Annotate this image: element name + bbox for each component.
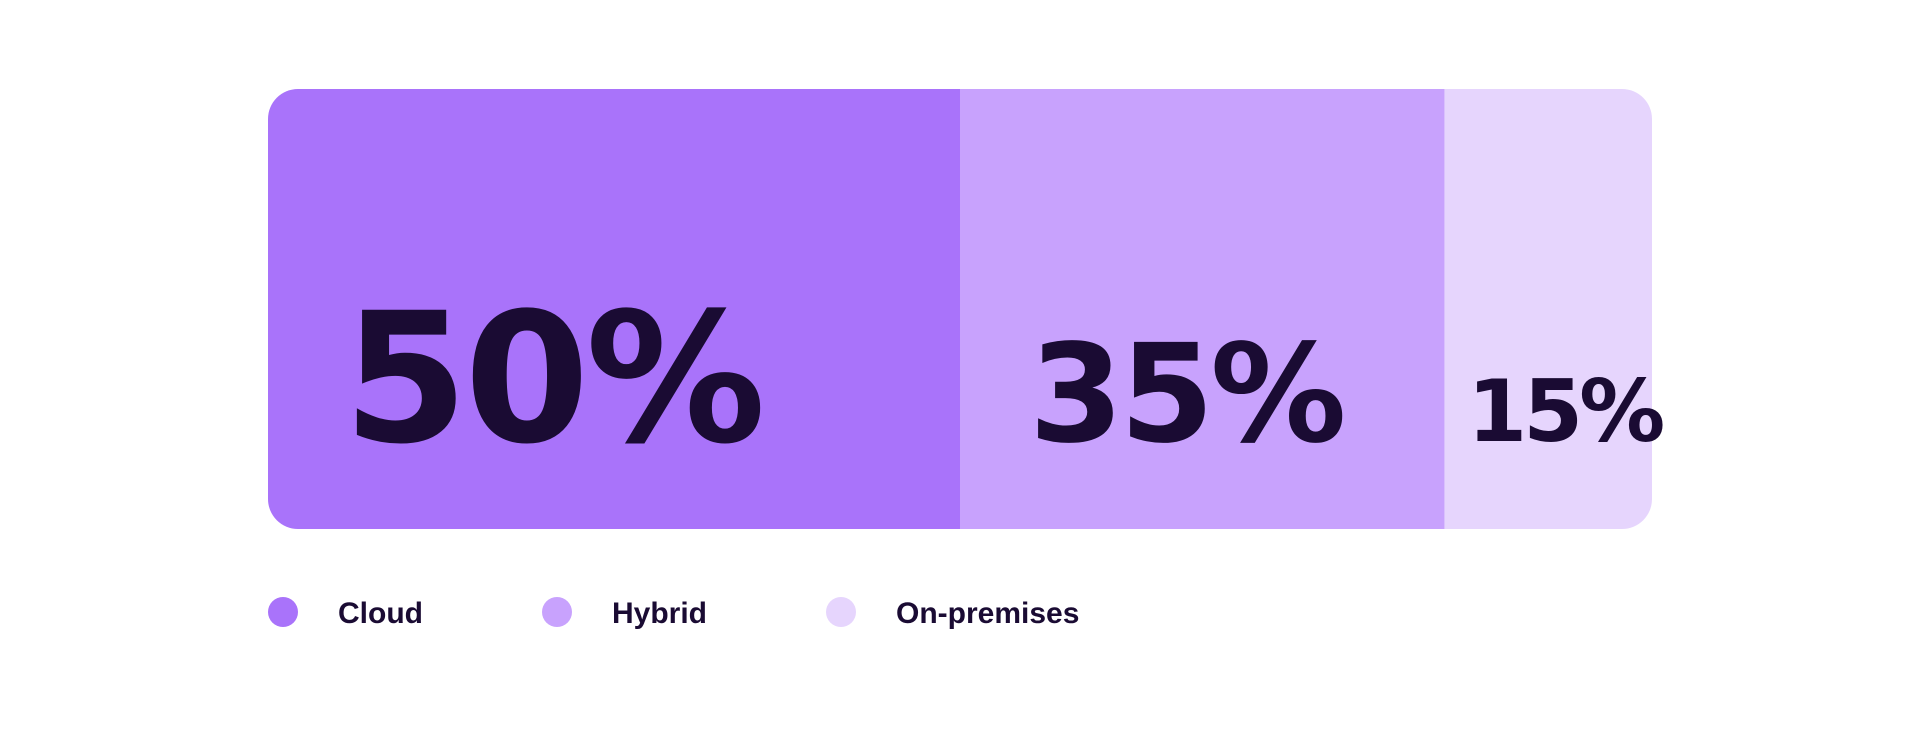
legend-label-on-premises: On-premises bbox=[896, 597, 1079, 630]
legend-swatch-cloud bbox=[268, 597, 298, 627]
legend-swatch-on-premises bbox=[826, 597, 856, 627]
legend: Cloud Hybrid On-premises bbox=[268, 597, 1079, 630]
bar-segment-cloud bbox=[268, 89, 961, 529]
bar-segment-hybrid bbox=[960, 89, 1445, 529]
data-label-cloud: 50% bbox=[343, 275, 762, 484]
data-label-hybrid: 35% bbox=[1029, 316, 1343, 474]
bar-segment-on-premises bbox=[1444, 89, 1652, 529]
legend-label-cloud: Cloud bbox=[338, 597, 423, 630]
legend-label-hybrid: Hybrid bbox=[612, 597, 707, 630]
data-label-on-premises: 15% bbox=[1467, 362, 1663, 462]
legend-swatch-hybrid bbox=[542, 597, 572, 627]
